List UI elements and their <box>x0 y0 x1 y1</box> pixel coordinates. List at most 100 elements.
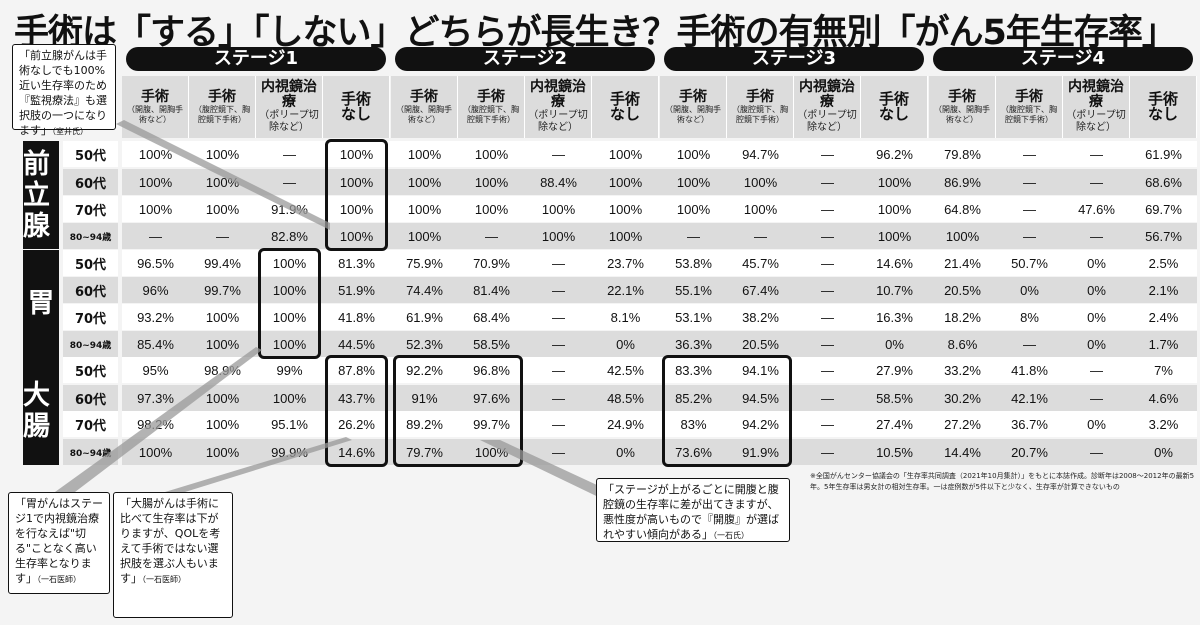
table-cell: — <box>821 201 834 217</box>
table-cell: 97.3% <box>137 390 174 406</box>
table-cell: 93.2% <box>137 309 174 325</box>
highlight-box-2 <box>258 248 321 359</box>
table-cell: 8% <box>1020 309 1039 325</box>
table-cell: 75.9% <box>406 255 443 271</box>
note-stage-source: （一石氏） <box>713 531 749 540</box>
col-header-main: 手術 <box>208 88 236 105</box>
col-header-s3-1: 手術 （開腹、開胸手術など） <box>660 76 727 138</box>
table-cell: 85.2% <box>675 390 712 406</box>
table-cell: 8.6% <box>947 336 978 352</box>
table-cell: 99.7% <box>473 416 510 432</box>
table-cell: — <box>485 228 498 244</box>
table-cell: 67.4% <box>742 282 779 298</box>
table-cell: — <box>1090 174 1103 190</box>
table-cell: — <box>821 174 834 190</box>
col-header-main: 手術 <box>746 88 774 105</box>
table-cell: 100% <box>205 444 240 460</box>
col-header-main: 手術なし <box>341 90 372 123</box>
col-header-main: 手術 <box>477 88 505 105</box>
table-cell: 100% <box>877 174 912 190</box>
row-band <box>122 141 1197 167</box>
table-cell: — <box>687 228 700 244</box>
callout-wedge-3 <box>165 437 352 492</box>
row-band <box>122 169 1197 195</box>
table-cell: 100% <box>138 174 173 190</box>
col-header-s2-1: 手術 （開腹、開胸手術など） <box>391 76 458 138</box>
table-cell: 79.8% <box>944 146 981 162</box>
row-band <box>122 331 1197 357</box>
table-cell: 96.2% <box>876 146 913 162</box>
table-cell: 100% <box>676 146 711 162</box>
table-cell: 96.5% <box>137 255 174 271</box>
col-header-s3-2: 手術 （腹腔鏡下、胸腔鏡下手術） <box>727 76 794 138</box>
callout-wedge-2 <box>55 347 262 492</box>
table-cell: 36.7% <box>1011 416 1048 432</box>
table-cell: 100% <box>138 444 173 460</box>
table-cell: 41.8% <box>338 309 375 325</box>
table-cell: — <box>216 228 229 244</box>
table-cell: 100% <box>407 174 442 190</box>
col-header-sub: （腹腔鏡下、胸腔鏡下手術） <box>732 104 788 124</box>
table-cell: 100% <box>339 228 374 244</box>
page-title: 手術は「する」「しない」どちらが長生き？手術の有無別「がん5年生存率」 <box>14 13 1177 53</box>
col-header-main: 手術 <box>1015 88 1043 105</box>
age-label: 80~94歳 <box>63 223 118 249</box>
table-cell: 14.6% <box>338 444 375 460</box>
table-cell: 0% <box>1087 416 1106 432</box>
table-cell: 100% <box>138 201 173 217</box>
row-band <box>122 277 1197 303</box>
callout-wedge-1 <box>116 120 330 230</box>
table-cell: 100% <box>541 201 576 217</box>
note-stomach: 「胃がんはステージ1で内視鏡治療を行なえば"切る"ことなく高い生存率となります」… <box>8 492 110 594</box>
table-cell: 99% <box>276 362 303 378</box>
age-label: 60代 <box>63 169 118 195</box>
col-header-main: 手術 <box>410 88 438 105</box>
table-cell: 36.3% <box>675 336 712 352</box>
table-cell: 10.5% <box>876 444 913 460</box>
table-cell: 20.7% <box>1011 444 1048 460</box>
table-cell: 69.7% <box>1145 201 1182 217</box>
table-cell: 58.5% <box>473 336 510 352</box>
table-cell: 0% <box>1087 255 1106 271</box>
table-cell: 100% <box>407 228 442 244</box>
col-header-s1-1: 手術 （開腹、開胸手術など） <box>122 76 189 138</box>
table-cell: 100% <box>743 174 778 190</box>
table-cell: 87.8% <box>338 362 375 378</box>
table-cell: 82.8% <box>271 228 308 244</box>
table-cell: — <box>1090 146 1103 162</box>
table-cell: 53.8% <box>675 255 712 271</box>
age-label: 50代 <box>63 250 118 276</box>
table-cell: — <box>821 282 834 298</box>
stage-header-1: ステージ1 <box>126 47 386 71</box>
table-cell: 95.1% <box>271 416 308 432</box>
table-cell: 64.8% <box>944 201 981 217</box>
col-header-s1-3: 内視鏡治療 （ポリープ切除など） <box>256 76 323 138</box>
table-cell: 20.5% <box>742 336 779 352</box>
table-cell: 94.1% <box>742 362 779 378</box>
table-cell: 81.3% <box>338 255 375 271</box>
table-cell: — <box>821 444 834 460</box>
table-cell: — <box>1090 228 1103 244</box>
col-header-s4-4: 手術なし <box>1130 76 1197 138</box>
table-cell: 16.3% <box>876 309 913 325</box>
col-header-sub: （開腹、開胸手術など） <box>934 104 990 124</box>
table-cell: 58.5% <box>876 390 913 406</box>
table-cell: 100% <box>205 201 240 217</box>
table-cell: — <box>821 336 834 352</box>
table-cell: 0% <box>1020 282 1039 298</box>
highlight-box-1 <box>325 139 388 251</box>
col-header-s2-2: 手術 （腹腔鏡下、胸腔鏡下手術） <box>458 76 525 138</box>
table-cell: 100% <box>608 201 643 217</box>
table-cell: 38.2% <box>742 309 779 325</box>
note-colon-source: （一石医師） <box>142 575 186 584</box>
table-cell: — <box>552 336 565 352</box>
table-cell: 30.2% <box>944 390 981 406</box>
table-cell: 10.7% <box>876 282 913 298</box>
col-header-sub: （開腹、開胸手術など） <box>127 104 183 124</box>
col-header-sub: （ポリープ切除など） <box>259 110 319 133</box>
row-band <box>122 411 1197 437</box>
table-cell: 83.3% <box>675 362 712 378</box>
table-cell: 2.4% <box>1148 309 1179 325</box>
table-cell: 70.9% <box>473 255 510 271</box>
table-cell: 73.6% <box>675 444 712 460</box>
